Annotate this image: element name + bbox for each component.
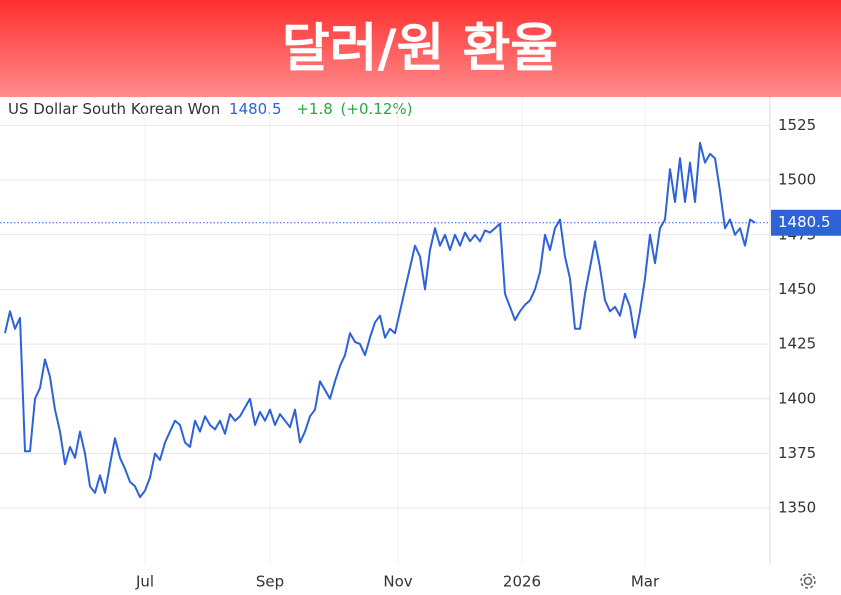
x-tick-label: Mar [631,573,660,591]
y-tick-label: 1450 [778,280,816,298]
y-tick-label: 1525 [778,116,816,134]
x-tick-label: 2026 [503,573,541,591]
x-tick-label: Nov [383,573,412,591]
title-banner [0,0,841,97]
settings-icon[interactable] [800,573,816,589]
y-tick-label: 1425 [778,335,816,353]
change: +1.8 [296,100,332,118]
y-tick-label: 1400 [778,389,816,407]
y-tick-label: 1375 [778,444,816,462]
header: US Dollar South Korean Won 1480.5 +1.8 (… [8,100,412,118]
instrument: US Dollar South Korean Won [8,100,220,118]
chart-title: 달러/원 환율 [282,19,558,79]
price: 1480.5 [229,100,282,118]
last-price-label: 1480.5 [778,213,831,231]
x-tick-label: Jul [135,573,154,591]
price-line [4,141,756,499]
last-price-tag [771,209,841,236]
change-pct: (+0.12%) [341,100,413,118]
y-tick-label: 1500 [778,171,816,189]
x-tick-label: Sep [256,573,284,591]
y-tick-label: 1350 [778,499,816,517]
